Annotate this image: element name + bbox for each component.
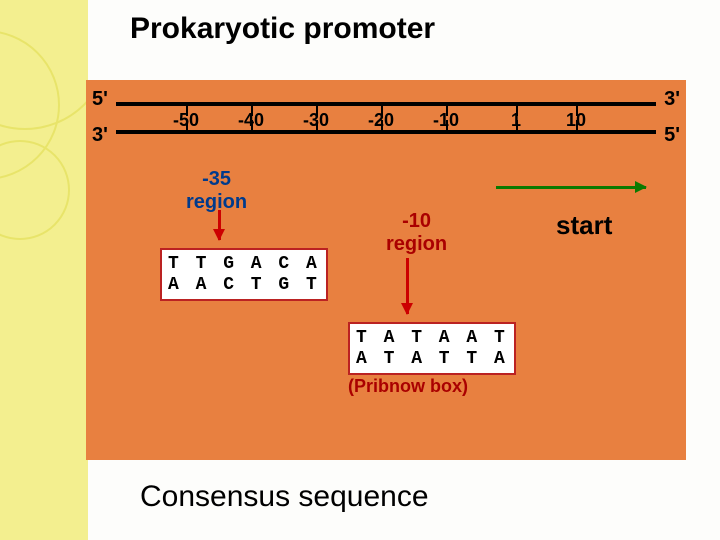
tick-label: 1 [511,110,521,131]
promoter-diagram: -50 -40 -30 -20 -10 1 10 5' 3' 3' 5' -35 regio… [86,80,686,460]
minus10-label-line1: -10 [386,210,447,233]
five-prime-bottom-right: 5' [664,124,680,147]
minus10-sequence-box: T A T A A T A T A T T A [348,322,516,375]
start-label: start [556,210,612,241]
minus35-sequence-box: T T G A C A A A C T G T [160,248,328,301]
minus35-label-line2: region [186,191,247,214]
minus35-label-line1: -35 [186,168,247,191]
side-decoration [0,0,88,540]
tick-label: -30 [303,110,329,131]
slide-root: Prokaryotic promoter Consensus sequence … [0,0,720,540]
tick-label: -10 [433,110,459,131]
tick-label: 10 [566,110,586,131]
slide-title: Prokaryotic promoter [130,12,435,46]
minus35-arrow [218,210,221,240]
deco-circle [0,140,70,240]
pribnow-box-label: (Pribnow box) [348,376,468,397]
three-prime-top-right: 3' [664,88,680,111]
three-prime-bottom-left: 3' [92,124,108,147]
minus35-label: -35 region [186,168,247,214]
minus10-label-line2: region [386,233,447,256]
tick-label: -20 [368,110,394,131]
minus10-arrow [406,258,409,314]
five-prime-top-left: 5' [92,88,108,111]
minus10-label: -10 region [386,210,447,256]
tick-label: -40 [238,110,264,131]
slide-footer: Consensus sequence [140,480,429,514]
tick-label: -50 [173,110,199,131]
top-strand [116,102,656,106]
start-arrow [496,186,646,189]
